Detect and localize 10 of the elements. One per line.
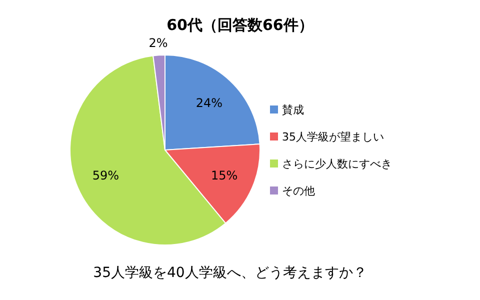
legend-label: 35人学級が望ましい bbox=[282, 130, 384, 144]
data-label: 24% bbox=[196, 96, 223, 110]
legend-label: さらに少人数にすべき bbox=[282, 158, 392, 170]
legend-label: その他 bbox=[282, 184, 315, 198]
data-label: 15% bbox=[210, 168, 238, 183]
text: 35人学級を40人学級へ、どう考えますか？ bbox=[93, 265, 367, 281]
data-label: 2% bbox=[148, 36, 168, 50]
chart-title: 60代（回答数66件） bbox=[166, 16, 314, 34]
data-label: 59% bbox=[92, 168, 120, 183]
legend-label: 賛成 bbox=[282, 104, 304, 116]
